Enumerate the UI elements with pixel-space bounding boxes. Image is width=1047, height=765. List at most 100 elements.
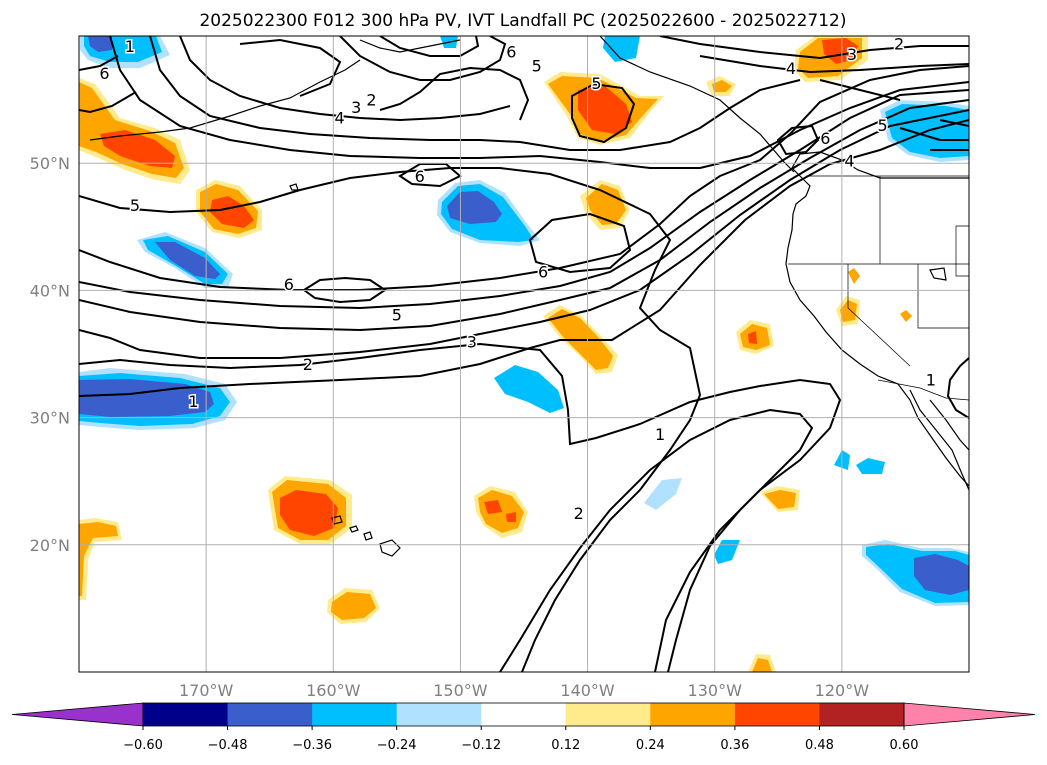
colorbar-tick-label: −0.12: [461, 738, 501, 753]
colorbar-bin: [565, 703, 651, 726]
lat-tick-label: 30°N: [30, 409, 70, 428]
contour-label: 1: [926, 370, 936, 389]
shade-red-orange: [506, 512, 516, 522]
contour-line: [109, 36, 969, 169]
lat-tick-label: 40°N: [30, 281, 70, 300]
contour-label: 2: [303, 355, 313, 374]
us-mexico-border: [877, 379, 969, 401]
shade-orange: [586, 184, 626, 225]
colorbar-bin: [819, 703, 905, 726]
shade-red-orange: [100, 130, 175, 168]
colorbar-bin: [481, 703, 567, 726]
colorbar-tick-label: 0.48: [805, 738, 834, 753]
shade-orange: [331, 592, 376, 620]
shade-red-orange: [210, 196, 254, 228]
shade-orange: [752, 658, 772, 672]
colorbar: −0.60 −0.48 −0.36 −0.24 −0.12 0.12 0.24 0.36 0.4…: [11, 702, 1036, 753]
contour-line: [79, 167, 702, 672]
contour-line: [179, 36, 511, 122]
colorbar-bin: [734, 703, 820, 726]
coastlines: [89, 36, 969, 557]
shade-orange: [79, 522, 118, 596]
shade-dark-blue: [914, 554, 969, 595]
colorbar-tick-label: 0.12: [551, 738, 580, 753]
lon-tick-label: 140°W: [560, 681, 615, 700]
contour-label: 1: [188, 392, 198, 411]
contour-line: [939, 119, 969, 127]
contour-label: 2: [574, 504, 584, 523]
contour-label: 3: [467, 332, 477, 351]
contour-label: 6: [415, 167, 425, 186]
shade-red-orange: [748, 331, 757, 344]
shade-light-blue: [644, 478, 682, 510]
shade-red-orange: [484, 500, 502, 514]
lon-tick-label: 170°W: [179, 681, 234, 700]
contour-line: [79, 91, 137, 114]
contour-line: [79, 55, 119, 71]
colorbar-bin: [143, 703, 229, 726]
baja-california-coast: [909, 389, 969, 491]
state-border: [955, 225, 969, 277]
colorbar-extend-low: [11, 702, 144, 727]
contour-label: 5: [591, 74, 601, 93]
colorbar-tick-label: −0.60: [123, 738, 163, 753]
lat-tick-label: 50°N: [30, 154, 70, 173]
north-america-coast: [785, 151, 969, 487]
contour-line: [899, 127, 969, 141]
contour-line: [379, 66, 530, 121]
contour-line: [79, 89, 969, 310]
colorbar-tick-label: −0.36: [292, 738, 332, 753]
shade-dark-blue: [88, 36, 112, 52]
contour-line: [659, 36, 969, 60]
contour-line: [819, 79, 901, 101]
aleutian-islands: [89, 59, 361, 141]
lat-tick-label: 20°N: [30, 536, 70, 555]
shade-blue: [494, 365, 564, 413]
shade-red-orange: [578, 86, 632, 134]
lon-tick-label: 130°W: [688, 681, 743, 700]
contour-line: [79, 119, 969, 397]
contour-label: 4: [335, 108, 345, 127]
contour-line: [149, 36, 801, 151]
shade-orange: [900, 310, 912, 322]
contour-label: 4: [844, 152, 854, 171]
colorbar-bin: [312, 703, 398, 726]
shade-red-orange: [280, 490, 338, 536]
shade-dark-blue: [155, 242, 220, 279]
contour-line: [79, 65, 969, 291]
colorbar-bin: [227, 703, 313, 726]
colorbar-tick-label: 0.24: [636, 738, 665, 753]
contour-line: [379, 36, 480, 57]
state-border: [917, 264, 969, 329]
contour-label: 3: [847, 45, 857, 64]
contour-line: [499, 408, 814, 672]
contour-label: 6: [506, 42, 516, 61]
contour-label: 6: [284, 275, 294, 294]
contour-label: 6: [538, 262, 548, 281]
shade-red-orange: [822, 38, 858, 64]
figure-title: 2025022300 F012 300 hPa PV, IVT Landfall…: [199, 11, 846, 31]
colorbar-bin: [396, 703, 482, 726]
hawaii-island: [349, 525, 359, 533]
contour-label: 1: [655, 425, 665, 444]
gulf-of-california-coast: [929, 399, 969, 451]
colorbar-tick-label: 0.60: [890, 738, 919, 753]
contour-line: [339, 36, 507, 81]
lon-tick-label: 120°W: [815, 681, 870, 700]
map-gridlines: [79, 36, 969, 672]
contour-line: [79, 342, 842, 672]
contour-label: 5: [877, 116, 887, 135]
contour-label: 5: [392, 306, 402, 325]
colorbar-tick-label: 0.36: [720, 738, 749, 753]
shade-blue: [856, 458, 885, 474]
shade-orange: [764, 490, 796, 509]
contour-label: 6: [820, 129, 830, 148]
shade-orange: [848, 268, 860, 284]
shade-orange: [712, 80, 732, 92]
contour-line: [776, 124, 820, 156]
contour-label: 4: [786, 59, 796, 78]
colorbar-extend-high: [903, 702, 1036, 727]
